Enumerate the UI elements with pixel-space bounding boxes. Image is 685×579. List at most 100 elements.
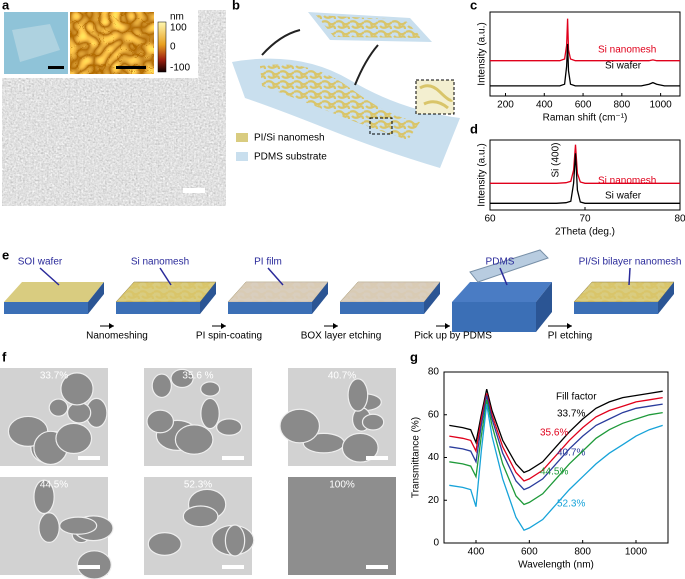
wafer-side — [200, 282, 216, 314]
stage-label: Si nanomesh — [131, 257, 189, 268]
panel-label: d — [470, 121, 478, 136]
x-tick-label: 200 — [497, 100, 514, 111]
panel-label: g — [410, 349, 418, 364]
fill-factor: 35.6 % — [182, 371, 213, 382]
zoom-source — [369, 117, 393, 135]
hole — [146, 409, 175, 434]
colorbar-unit: nm — [170, 12, 184, 23]
colorbar-tick: -100 — [170, 63, 190, 74]
afm-inset — [70, 12, 154, 74]
arrow — [354, 44, 379, 86]
pointer — [159, 267, 172, 286]
y-tick-label: 20 — [428, 495, 440, 506]
zoom-box — [415, 79, 455, 115]
panel-b: PI/Si nanomesh PDMS substrate — [232, 12, 460, 169]
panel-label: e — [2, 247, 9, 262]
wafer-side — [312, 282, 328, 314]
x-tick-label: 70 — [579, 214, 591, 225]
legend-label: 35.6% — [540, 428, 568, 439]
arrow-head — [333, 323, 338, 329]
y-axis-label: Intensity (a.u.) — [477, 22, 488, 85]
panel-label: b — [232, 0, 240, 12]
wafer-front — [228, 302, 312, 314]
hole — [174, 424, 214, 455]
arrow-head — [567, 323, 572, 329]
legend-label: 44.5% — [540, 467, 568, 478]
colorbar-tick: 100 — [170, 23, 187, 34]
series-line — [449, 395, 663, 491]
series-line — [490, 18, 680, 62]
hole — [347, 378, 369, 412]
step-label: Nanomeshing — [86, 331, 148, 342]
arrow-head — [445, 323, 450, 329]
hole — [170, 368, 194, 389]
panel-label: a — [2, 0, 10, 12]
pointer — [39, 267, 60, 286]
pointer — [267, 267, 284, 286]
legend-swatch — [236, 133, 248, 142]
pi-film — [340, 282, 440, 302]
x-tick-label: 600 — [521, 547, 538, 558]
pointer — [499, 267, 508, 286]
wafer-side — [88, 282, 104, 314]
legend-label: Si nanomesh — [598, 176, 656, 187]
legend-swatch — [236, 152, 248, 161]
x-tick-label: 80 — [674, 214, 685, 225]
arrow-head — [109, 323, 114, 329]
mesh-top — [573, 281, 675, 303]
legend-label: 40.7% — [557, 448, 585, 459]
x-axis-label: 2Theta (deg.) — [555, 227, 615, 238]
wafer-top — [4, 282, 104, 302]
legend-label: 52.3% — [557, 499, 585, 510]
hole — [182, 505, 219, 528]
hole — [341, 432, 379, 463]
legend-label: PI/Si nanomesh — [254, 133, 325, 144]
nanomesh — [316, 15, 422, 38]
wafer-front — [574, 302, 658, 314]
hole — [151, 373, 172, 399]
y-axis-label: Intensity (a.u.) — [477, 143, 488, 206]
scale-bar — [78, 565, 100, 569]
x-tick-label: 1000 — [625, 547, 648, 558]
hole — [216, 418, 243, 436]
hole — [200, 381, 221, 397]
wafer-front — [4, 302, 88, 314]
wafer-front — [340, 302, 424, 314]
step-label: Pick up by PDMS — [414, 331, 492, 342]
fill-factor: 33.7% — [40, 371, 68, 382]
series-line — [490, 153, 680, 204]
fill-factor: 52.3% — [184, 480, 212, 491]
hole — [38, 512, 60, 543]
stage-label: PI/Si bilayer nanomesh — [579, 257, 682, 268]
sem-tile: 100% — [288, 477, 396, 575]
x-tick-label: 800 — [613, 100, 630, 111]
sem-tile: 44.5% — [0, 477, 114, 579]
legend-label: Si wafer — [605, 191, 642, 202]
sem-tile: 40.7% — [279, 368, 396, 466]
sem-tile: 33.7% — [0, 368, 108, 466]
x-tick-label: 400 — [468, 547, 485, 558]
series-line — [490, 43, 680, 87]
hole — [200, 397, 220, 430]
zoom-mesh — [419, 84, 454, 110]
wafer-front — [116, 302, 200, 314]
y-tick-label: 0 — [433, 538, 439, 549]
x-axis-label: Wavelength (nm) — [518, 560, 594, 571]
pi-film — [228, 282, 328, 302]
scale-bar — [222, 456, 244, 460]
pointer — [628, 267, 631, 286]
step-label: PI spin-coating — [196, 331, 262, 342]
y-tick-label: 60 — [428, 409, 440, 420]
scale-bar — [116, 66, 146, 69]
photo-film — [12, 24, 60, 62]
x-tick-label: 400 — [536, 100, 553, 111]
hole — [224, 524, 246, 557]
y-tick-label: 40 — [428, 452, 440, 463]
series-line — [449, 403, 663, 532]
fill-factor: 40.7% — [328, 371, 356, 382]
y-axis-label: Transmittance (%) — [411, 417, 422, 498]
fill-factor: 44.5% — [40, 480, 68, 491]
legend-title: Fill factor — [556, 392, 597, 403]
sem-tile: 35.6 % — [144, 368, 252, 466]
